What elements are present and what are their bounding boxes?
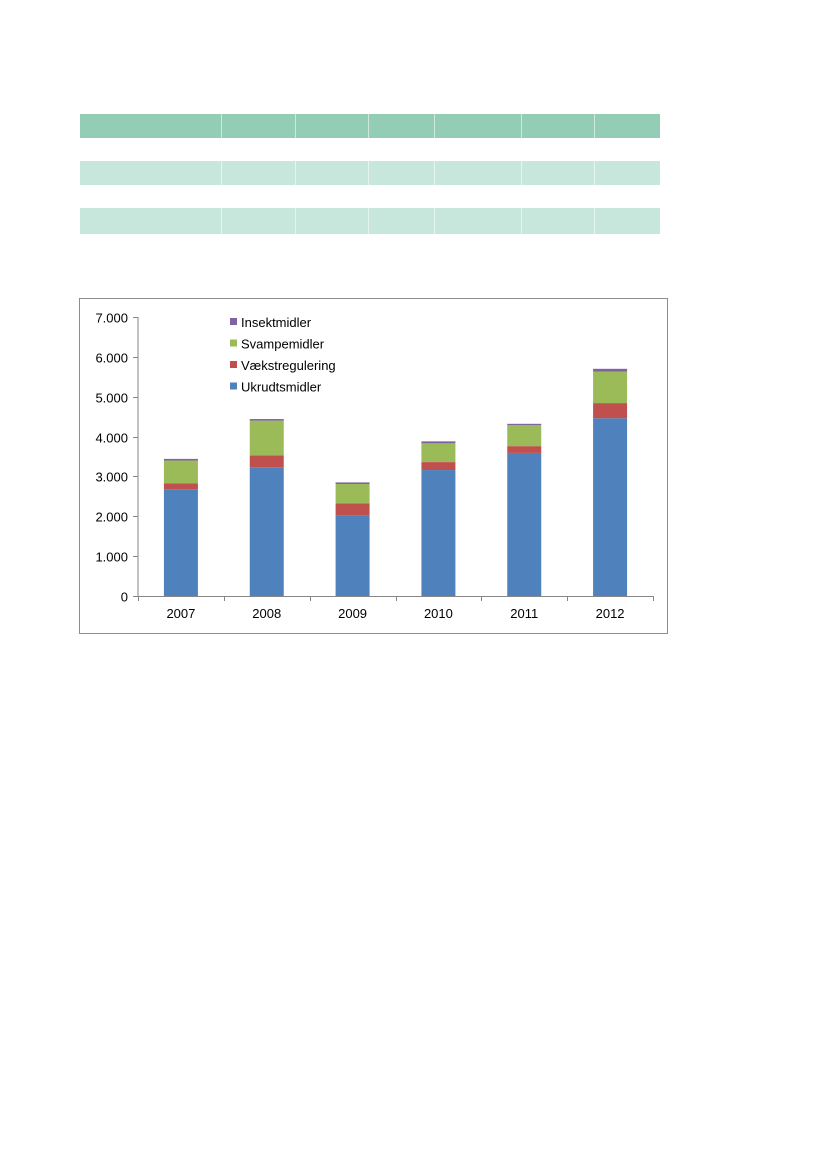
legend-label: Ukrudtsmidler	[241, 380, 322, 395]
y-tick-label: 6.000	[95, 351, 128, 366]
legend-swatch	[230, 361, 237, 368]
bar-vækstregulering-2011	[507, 446, 542, 453]
y-tick-label: 1.000	[95, 550, 128, 565]
x-tick-label: 2009	[338, 606, 367, 621]
y-axis: 0 1.000 2.000 3.000 4.000 5.000 6.000 7.000	[95, 311, 139, 605]
chart-frame: 0 1.000 2.000 3.000 4.000 5.000 6.000 7.000 200…	[79, 298, 668, 634]
stacked-bar-chart: 0 1.000 2.000 3.000 4.000 5.000 6.000 7.000 200…	[95, 311, 654, 621]
bar-svampemidler-2012	[593, 371, 628, 404]
bar-insektmidler-2009	[335, 482, 370, 485]
bar-svampemidler-2011	[507, 425, 542, 447]
x-tick-label: 2007	[166, 606, 195, 621]
table-row-band	[80, 208, 660, 234]
bar-insektmidler-2010	[421, 441, 456, 444]
y-tick-label: 5.000	[95, 391, 128, 406]
bar-vækstregulering-2010	[421, 462, 456, 471]
legend-label: Svampemidler	[241, 337, 325, 352]
bar-ukrudtsmidler-2008	[249, 467, 284, 596]
bar-insektmidler-2012	[593, 368, 628, 372]
bar-ukrudtsmidler-2009	[335, 515, 370, 596]
y-tick-label: 2.000	[95, 510, 128, 525]
x-tick-label: 2008	[252, 606, 281, 621]
bar-ukrudtsmidler-2007	[163, 489, 198, 596]
bar-ukrudtsmidler-2011	[507, 452, 542, 596]
x-tick-label: 2012	[596, 606, 625, 621]
bar-vækstregulering-2012	[593, 403, 628, 419]
bar-svampemidler-2007	[163, 460, 198, 484]
bar-vækstregulering-2009	[335, 503, 370, 516]
legend-swatch	[230, 318, 237, 325]
bar-vækstregulering-2007	[163, 483, 198, 490]
x-tick-label: 2011	[510, 606, 538, 621]
x-tick-label: 2010	[424, 606, 453, 621]
legend-label: Insektmidler	[241, 315, 312, 330]
table-header-band	[80, 114, 660, 138]
bar-vækstregulering-2008	[249, 455, 284, 468]
bar-ukrudtsmidler-2012	[593, 418, 628, 596]
bars	[163, 368, 628, 596]
bar-ukrudtsmidler-2010	[421, 470, 456, 596]
bar-insektmidler-2007	[163, 458, 198, 461]
legend-label: Vækstregulering	[241, 358, 336, 373]
y-tick-label: 4.000	[95, 431, 128, 446]
bar-insektmidler-2011	[507, 423, 542, 426]
legend: Insektmidler Svampemidler Vækstregulering U…	[230, 315, 336, 395]
y-tick-label: 7.000	[95, 311, 128, 326]
bar-insektmidler-2008	[249, 419, 284, 421]
legend-swatch	[230, 382, 237, 390]
x-axis: 2007 2008 2009 2010 2011 2012	[138, 596, 654, 621]
bar-svampemidler-2010	[421, 443, 456, 463]
bar-svampemidler-2008	[249, 420, 284, 456]
y-tick-label: 3.000	[95, 470, 128, 485]
legend-swatch	[230, 339, 237, 347]
bar-svampemidler-2009	[335, 484, 370, 504]
y-tick-label: 0	[121, 590, 128, 605]
table-row-band	[80, 161, 660, 185]
